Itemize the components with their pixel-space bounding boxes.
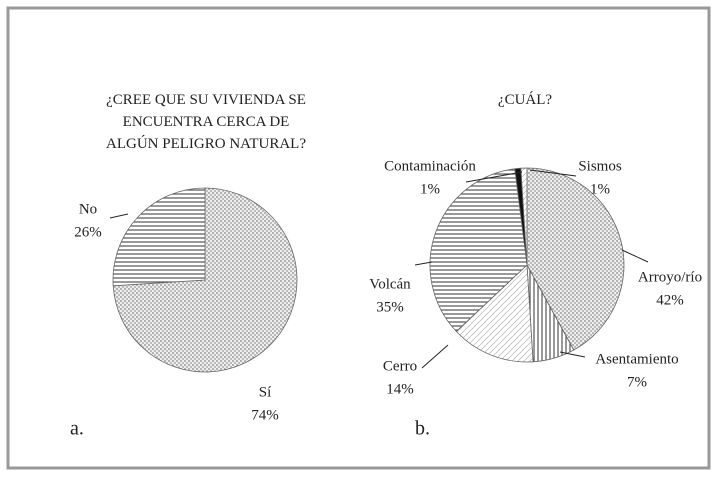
slice-value-label: 74% (251, 407, 279, 423)
pie-slice (455, 264, 534, 363)
slice-label: Contaminación (384, 158, 476, 174)
slice-label: No (79, 201, 97, 217)
slice-value-label: 26% (74, 224, 102, 240)
slice-label: Sí (259, 384, 272, 400)
pie-slice (520, 167, 528, 266)
pie-slice (112, 187, 206, 287)
leader-line (559, 351, 586, 358)
leader-line (414, 261, 433, 266)
pie-slice (429, 168, 528, 332)
slice-label: Sismos (578, 158, 622, 174)
slice-value-label: 14% (386, 381, 414, 397)
slice-value-label: 42% (656, 292, 684, 308)
panel-label: a. (70, 418, 84, 440)
slice-label: Asentamiento (595, 351, 678, 367)
leader-line (529, 169, 577, 177)
slice-label: Arroyo/río (638, 269, 702, 285)
slice-value-label: 7% (627, 374, 647, 390)
slice-label: Volcán (369, 276, 411, 292)
slice-value-label: 35% (376, 299, 404, 315)
chart-title: ¿CREE QUE SU VIVIENDA SE ENCUENTRA CERCA… (106, 92, 306, 152)
slice-value-label: 1% (420, 181, 440, 197)
leader-line (109, 213, 129, 219)
chart-title: ¿CUÁL? (497, 92, 553, 108)
leader-line (421, 344, 449, 369)
leader-line (465, 171, 523, 183)
slice-label: Cerro (383, 358, 417, 374)
panel-label: b. (415, 418, 430, 440)
slice-value-label: 1% (590, 181, 610, 197)
leader-line (621, 249, 649, 263)
